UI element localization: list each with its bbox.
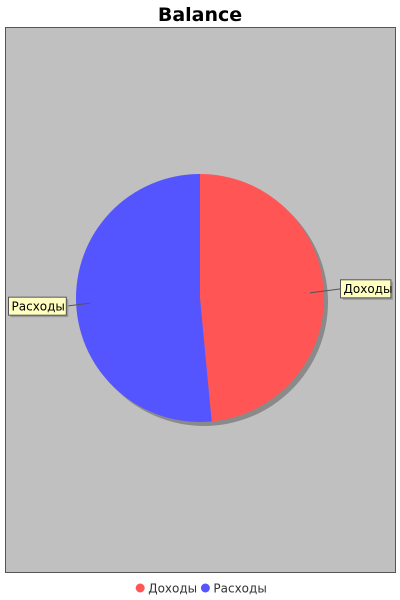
label-box-1: [8, 296, 67, 316]
legend-marker-0: [135, 583, 145, 593]
chart-title: Balance: [157, 4, 243, 26]
label-leader-line-1: [66, 302, 91, 307]
pie-labels: Доходы Расходы: [8, 279, 393, 318]
label-box-0: [340, 279, 392, 299]
pie-legend: Доходы Расходы: [135, 582, 267, 596]
slice-label-1: Расходы: [12, 300, 65, 314]
legend-label-0: Доходы: [148, 582, 197, 596]
pie-slices: [75, 174, 324, 423]
legend-label-1: Расходы: [213, 582, 266, 596]
legend-marker-1: [200, 583, 210, 593]
slice-label-0: Доходы: [344, 282, 393, 296]
pie-slice-0: [200, 174, 324, 422]
label-leader-line-0: [309, 288, 341, 294]
pie-slice-1: [75, 174, 212, 423]
